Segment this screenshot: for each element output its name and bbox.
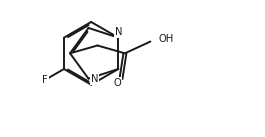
Text: OH: OH [158,34,174,44]
Text: N: N [91,74,98,84]
Text: O: O [113,78,121,88]
Text: N: N [114,27,122,37]
Text: F: F [42,75,48,85]
